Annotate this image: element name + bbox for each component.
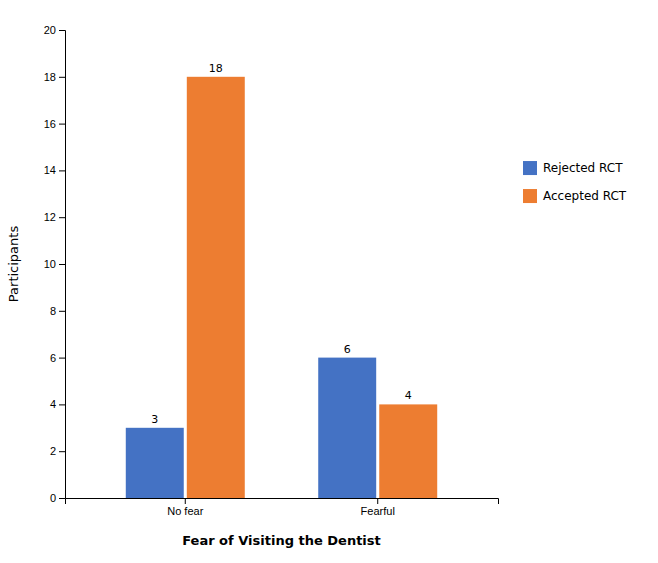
legend-swatch (523, 161, 537, 175)
tick-mark (59, 498, 65, 499)
data-label: 18 (209, 62, 223, 75)
legend-label: Rejected RCT (543, 161, 623, 175)
tick-mark (59, 77, 65, 78)
data-labels: 3 6 18 4 (151, 62, 411, 426)
legend: Rejected RCT Accepted RCT (523, 161, 627, 203)
x-axis-title: Fear of Visiting the Dentist (182, 533, 381, 548)
bar (379, 404, 437, 498)
tick-mark (185, 498, 186, 504)
tick: 16 (44, 118, 65, 130)
tick-mark (59, 358, 65, 359)
legend-label: Accepted RCT (543, 189, 627, 203)
tick-label: 18 (44, 71, 56, 83)
series (126, 358, 376, 498)
tick-label: 0 (50, 492, 56, 504)
legend-item: Accepted RCT (523, 189, 627, 203)
bar (126, 428, 184, 498)
data-label: 3 (151, 413, 158, 426)
tick: 20 (44, 24, 65, 36)
tick-mark (59, 124, 65, 125)
tick: 2 (50, 445, 65, 457)
tick-mark (59, 264, 65, 265)
tick-mark (59, 404, 65, 405)
series (187, 77, 437, 498)
y-axis: 0 2 4 6 8 10 12 14 16 18 20 (44, 24, 66, 504)
tick-mark (59, 451, 65, 452)
tick: 0 (50, 492, 65, 504)
tick: 10 (44, 258, 65, 270)
tick: 18 (44, 71, 65, 83)
tick-label: 14 (44, 164, 56, 176)
tick: 6 (50, 352, 65, 364)
tick-mark (59, 170, 65, 171)
legend-swatch (523, 189, 537, 203)
tick-label: Fearful (361, 505, 395, 517)
data-label: 4 (405, 389, 412, 402)
bars (126, 77, 437, 498)
tick: 8 (50, 305, 65, 317)
tick-label: 10 (44, 258, 56, 270)
tick-label: 6 (50, 352, 56, 364)
plot: 0 2 4 6 8 10 12 14 16 18 20 No fear Fearful 3 6 18 4 (44, 24, 499, 517)
bar (187, 77, 245, 498)
tick-mark (377, 498, 378, 504)
tick: Fearful (361, 498, 395, 517)
tick-label: 8 (50, 305, 56, 317)
legend-item: Rejected RCT (523, 161, 623, 175)
tick-label: No fear (167, 505, 203, 517)
axis-line (66, 499, 499, 505)
tick: 4 (50, 398, 65, 410)
y-axis-title: Participants (6, 226, 21, 303)
tick-label: 12 (44, 211, 56, 223)
x-axis: No fear Fearful (66, 498, 499, 517)
tick-label: 4 (50, 398, 56, 410)
tick: No fear (167, 498, 203, 517)
tick-label: 20 (44, 24, 56, 36)
tick-mark (59, 311, 65, 312)
axis-line (59, 31, 66, 499)
tick-mark (59, 217, 65, 218)
chart: 0 2 4 6 8 10 12 14 16 18 20 No fear Fearful 3 6 18 4 Part… (0, 0, 658, 563)
bar (318, 358, 376, 498)
tick-label: 2 (50, 445, 56, 457)
tick: 12 (44, 211, 65, 223)
data-label: 6 (344, 343, 351, 356)
tick-mark (59, 30, 65, 31)
tick-label: 16 (44, 118, 56, 130)
tick: 14 (44, 164, 65, 176)
